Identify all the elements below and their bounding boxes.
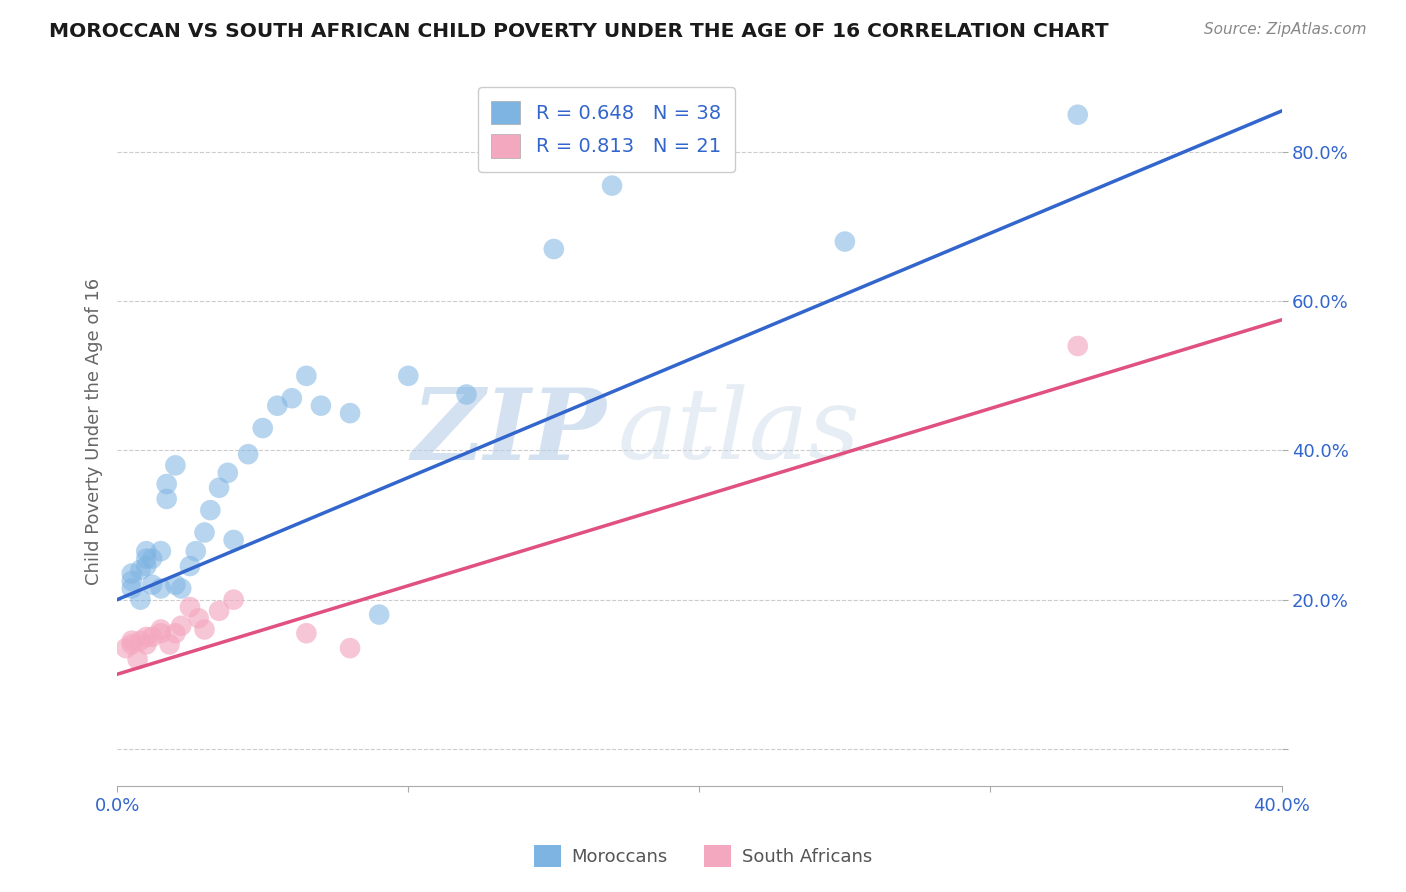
Point	[396, 368, 419, 383]
Point	[208, 481, 231, 495]
Point	[165, 626, 187, 640]
Point	[149, 544, 172, 558]
Point	[309, 399, 332, 413]
Point	[129, 592, 152, 607]
Point	[121, 582, 143, 596]
Point	[141, 551, 163, 566]
Point	[156, 491, 179, 506]
Point	[200, 503, 222, 517]
Point	[129, 633, 152, 648]
Point	[295, 626, 318, 640]
Point	[149, 623, 172, 637]
Point	[217, 466, 239, 480]
Point	[135, 637, 157, 651]
Point	[127, 652, 149, 666]
Point	[281, 391, 304, 405]
Text: Source: ZipAtlas.com: Source: ZipAtlas.com	[1204, 22, 1367, 37]
Point	[184, 544, 207, 558]
Point	[121, 566, 143, 581]
Point	[1067, 108, 1090, 122]
Y-axis label: Child Poverty Under the Age of 16: Child Poverty Under the Age of 16	[86, 278, 103, 585]
Text: MOROCCAN VS SOUTH AFRICAN CHILD POVERTY UNDER THE AGE OF 16 CORRELATION CHART: MOROCCAN VS SOUTH AFRICAN CHILD POVERTY …	[49, 22, 1109, 41]
Text: ZIP: ZIP	[411, 384, 606, 480]
Point	[170, 619, 193, 633]
Point	[456, 387, 478, 401]
Point	[165, 458, 187, 473]
Point	[170, 582, 193, 596]
Point	[121, 637, 143, 651]
Point	[135, 630, 157, 644]
Point	[222, 592, 245, 607]
Point	[141, 578, 163, 592]
Point	[135, 544, 157, 558]
Text: atlas: atlas	[617, 384, 860, 479]
Point	[159, 637, 181, 651]
Point	[252, 421, 274, 435]
Point	[193, 623, 215, 637]
Point	[208, 604, 231, 618]
Point	[135, 551, 157, 566]
Point	[149, 582, 172, 596]
Legend: Moroccans, South Africans: Moroccans, South Africans	[527, 838, 879, 874]
Point	[129, 563, 152, 577]
Point	[121, 574, 143, 588]
Point	[368, 607, 391, 622]
Point	[222, 533, 245, 547]
Point	[121, 633, 143, 648]
Point	[165, 578, 187, 592]
Point	[339, 641, 361, 656]
Point	[141, 630, 163, 644]
Point	[179, 600, 201, 615]
Point	[238, 447, 260, 461]
Point	[600, 178, 623, 193]
Legend: R = 0.648   N = 38, R = 0.813   N = 21: R = 0.648 N = 38, R = 0.813 N = 21	[478, 87, 735, 171]
Point	[179, 559, 201, 574]
Point	[135, 559, 157, 574]
Point	[115, 641, 138, 656]
Point	[834, 235, 856, 249]
Point	[1067, 339, 1090, 353]
Point	[187, 611, 209, 625]
Point	[339, 406, 361, 420]
Point	[295, 368, 318, 383]
Point	[543, 242, 565, 256]
Point	[149, 626, 172, 640]
Point	[193, 525, 215, 540]
Point	[156, 477, 179, 491]
Point	[266, 399, 288, 413]
